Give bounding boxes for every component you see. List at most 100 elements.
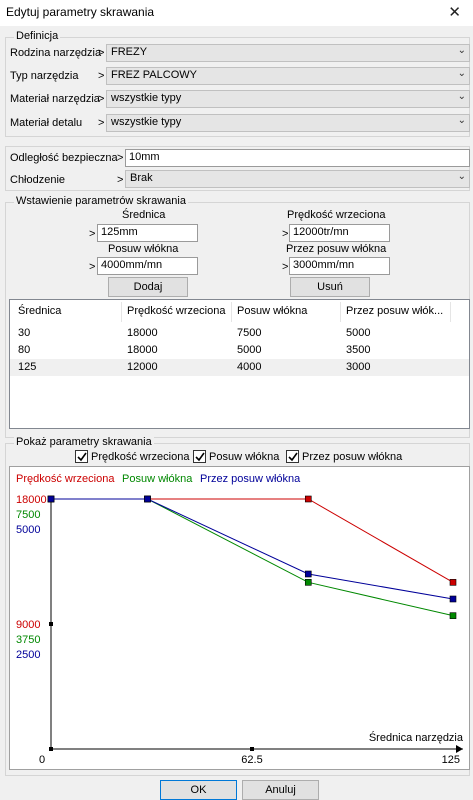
diameter-input[interactable]: 125mm [97,224,198,242]
plunge-checkbox[interactable] [286,450,299,463]
checkmark-icon [288,452,298,462]
cancel-button[interactable]: Anuluj [242,780,319,800]
table-cell: 30 [18,327,31,339]
data-point [449,595,457,603]
tool-material-label: Materiał narzędzia [10,93,100,105]
tool-family-arrow: > [98,47,105,59]
column-divider [340,302,341,322]
tool-material-arrow: > [98,93,105,105]
safe-distance-label: Odległość bezpieczna [10,152,118,164]
tool-family-value: FREZY [111,46,148,58]
cooling-select[interactable]: Brak ⌄ [125,170,470,188]
x-tick-marker [49,747,53,751]
data-point [47,495,55,503]
data-point [144,495,151,503]
table-cell: 18000 [127,327,158,339]
definicja-group-label: Definicja [14,30,61,42]
part-material-value: wszystkie typy [111,116,182,128]
x-tick-label: 62.5 [241,754,262,766]
chart-svg: 0 62.5 125 Średnica narzędzia Prędkość wrzec… [16,473,464,766]
tool-type-label: Typ narzędzia [10,70,79,82]
y-tick-label: 18000 [16,494,47,506]
table-cell: 125 [18,361,37,373]
chevron-down-icon: ⌄ [457,91,466,102]
tool-type-arrow: > [98,70,105,82]
table-cell: 80 [18,344,31,356]
cooling-label: Chłodzenie [10,174,66,186]
table-row[interactable]: 80 18000 5000 3500 [10,342,469,359]
feed-checkbox-label[interactable]: Posuw włókna [209,451,280,463]
chevron-down-icon: ⌄ [457,171,466,182]
plunge-label: Przez posuw włókna [286,243,387,255]
close-icon[interactable]: ✕ [448,4,461,21]
column-header[interactable]: Posuw włókna [237,305,308,317]
data-point [304,579,312,586]
x-tick-label: 125 [442,754,460,766]
show-group-label: Pokaż parametry skrawania [14,436,154,448]
data-point [304,495,312,503]
column-divider [450,302,451,322]
y-tick-label: 3750 [16,634,40,646]
legend-entry: Posuw włókna [122,473,193,485]
chevron-down-icon: ⌄ [457,45,466,56]
x-tick-marker [250,747,254,751]
spindle-checkbox-label[interactable]: Prędkość wrzeciona [91,451,190,463]
feed-input[interactable]: 4000mm/mn [97,257,198,275]
x-axis-label: Średnica narzędzia [369,731,464,744]
y-tick-label: 7500 [16,509,40,521]
definicja-group: Definicja [5,30,470,137]
plunge-checkbox-label[interactable]: Przez posuw włókna [302,451,403,463]
part-material-arrow: > [98,117,105,129]
checkmark-icon [195,452,205,462]
table-cell: 5000 [346,327,371,339]
chevron-down-icon: ⌄ [457,68,466,79]
column-header[interactable]: Przez posuw włók... [346,305,444,317]
legend-entry: Prędkość wrzeciona [16,473,115,485]
series-line [51,498,454,617]
tool-type-value: FREZ PALCOWY [111,69,197,81]
parameters-table[interactable]: Średnica Prędkość wrzeciona Posuw włókna… [9,299,470,429]
table-header: Średnica Prędkość wrzeciona Posuw włókna… [10,300,469,324]
ok-button[interactable]: OK [160,780,237,800]
data-point [449,579,457,586]
series-line [51,498,454,583]
y-tick-marker [49,622,53,626]
tool-family-select[interactable]: FREZY ⌄ [106,44,470,62]
part-material-select[interactable]: wszystkie typy ⌄ [106,114,470,132]
remove-button[interactable]: Usuń [290,277,370,297]
safe-distance-arrow: > [117,152,124,164]
checkmark-icon [77,452,87,462]
table-row[interactable]: 125 12000 4000 3000 [10,359,469,376]
column-header[interactable]: Prędkość wrzeciona [127,305,226,317]
cooling-value: Brak [130,172,153,184]
add-button[interactable]: Dodaj [108,277,188,297]
chart-area: 0 62.5 125 Średnica narzędzia Prędkość wrzec… [9,466,470,770]
tool-material-value: wszystkie typy [111,92,182,104]
tool-material-select[interactable]: wszystkie typy ⌄ [106,90,470,108]
legend-entry: Przez posuw włókna [200,473,301,485]
y-tick-label: 9000 [16,619,40,631]
safe-distance-input[interactable]: 10mm [125,149,470,167]
title-bar: Edytuj parametry skrawania ✕ [0,0,473,26]
plunge-input[interactable]: 3000mm/mn [289,257,390,275]
table-row[interactable]: 30 18000 7500 5000 [10,325,469,342]
spindle-input[interactable]: 12000tr/mn [289,224,390,242]
table-cell: 5000 [237,344,262,356]
table-cell: 12000 [127,361,158,373]
table-cell: 4000 [237,361,262,373]
x-tick-label: 0 [39,754,45,766]
x-axis-arrow [456,745,463,753]
table-cell: 18000 [127,344,158,356]
feed-label: Posuw włókna [108,243,179,255]
spindle-label: Prędkość wrzeciona [287,209,386,221]
part-material-label: Materiał detalu [10,117,83,129]
column-header[interactable]: Średnica [18,305,62,317]
table-cell: 3000 [346,361,371,373]
settings-group [5,146,470,191]
plunge-arrow: > [282,261,289,273]
feed-checkbox[interactable] [193,450,206,463]
tool-type-select[interactable]: FREZ PALCOWY ⌄ [106,67,470,85]
spindle-checkbox[interactable] [75,450,88,463]
data-point [449,612,457,619]
column-divider [231,302,232,322]
